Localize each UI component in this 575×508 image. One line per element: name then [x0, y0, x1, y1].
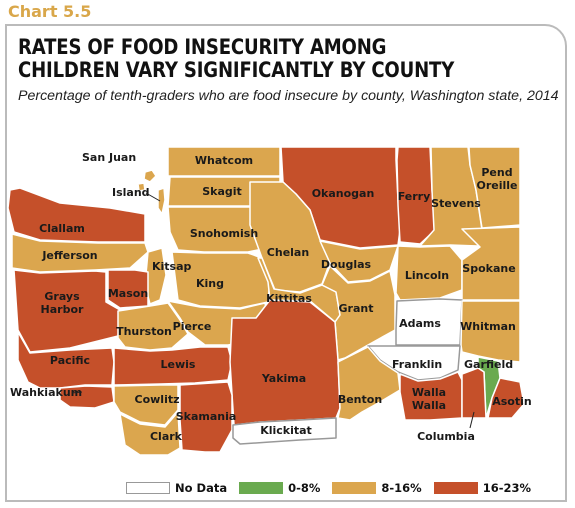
legend-item-mid: 8-16%: [332, 481, 422, 495]
county-pacific: [17, 331, 115, 389]
county-label-adams: Adams: [399, 317, 441, 330]
county-san-juan: [137, 169, 157, 192]
county-label-whitman: Whitman: [460, 320, 516, 333]
county-benton: [337, 346, 401, 421]
county-label-clark: Clark: [150, 430, 183, 443]
county-cowlitz: [113, 384, 179, 426]
county-label-grays-harbor: Grays Harbor: [41, 290, 84, 316]
county-adams: [395, 298, 463, 346]
legend-label-high: 16-23%: [482, 481, 532, 495]
county-label-kitsap: Kitsap: [152, 260, 192, 273]
county-label-franklin: Franklin: [392, 358, 442, 371]
county-clark: [119, 411, 181, 456]
legend-label-low: 0-8%: [288, 481, 321, 495]
county-wahkiakum: [59, 385, 115, 409]
county-label-cowlitz: Cowlitz: [135, 393, 180, 406]
county-label-asotin: Asotin: [492, 395, 531, 408]
county-label-pend-oreille: Pend Oreille: [476, 166, 517, 192]
county-label-whatcom: Whatcom: [195, 154, 253, 167]
county-label-clallam: Clallam: [39, 222, 85, 235]
county-skamania: [179, 381, 233, 453]
county-klickitat: [232, 417, 337, 445]
county-douglas: [319, 240, 399, 283]
legend-item-high: 16-23%: [433, 481, 532, 495]
county-thurston: [117, 302, 189, 351]
county-label-yakima: Yakima: [261, 372, 306, 385]
legend: No Data 0-8% 8-16% 16-23%: [126, 479, 543, 497]
county-label-island: Island: [112, 186, 150, 199]
legend-item-no-data: No Data: [126, 481, 227, 495]
county-label-wahkiakum: Wahkiakum: [10, 386, 82, 399]
county-grant: [321, 265, 396, 361]
county-asotin: [487, 377, 525, 419]
county-jefferson: [11, 233, 149, 273]
county-label-jefferson: Jefferson: [41, 249, 97, 262]
legend-swatch-no-data: [126, 482, 170, 494]
legend-label-no-data: No Data: [175, 481, 228, 495]
county-label-garfield: Garfield: [464, 358, 513, 371]
county-label-spokane: Spokane: [462, 262, 515, 275]
county-label-grant: Grant: [339, 302, 374, 315]
chart-number: Chart 5.5: [8, 2, 92, 21]
county-label-stevens: Stevens: [431, 197, 481, 210]
county-whitman: [460, 300, 521, 363]
county-label-pierce: Pierce: [173, 320, 212, 333]
county-label-chelan: Chelan: [267, 246, 309, 259]
legend-item-low: 0-8%: [239, 481, 320, 495]
figure-title: RATES OF FOOD INSECURITY AMONG CHILDREN …: [18, 35, 455, 83]
county-columbia: [461, 367, 487, 419]
county-label-skamania: Skamania: [176, 410, 237, 423]
county-label-king: King: [196, 277, 224, 290]
county-label-thurston: Thurston: [116, 325, 172, 338]
leader-line-columbia: [469, 411, 475, 429]
county-whatcom: [167, 146, 281, 177]
county-label-columbia: Columbia: [417, 430, 475, 443]
county-yakima: [229, 299, 341, 426]
legend-swatch-low: [239, 482, 284, 494]
county-label-benton: Benton: [338, 393, 382, 406]
leader-line-island: [145, 192, 161, 202]
county-label-kittitas: Kittitas: [266, 292, 312, 305]
county-label-snohomish: Snohomish: [190, 227, 258, 240]
county-label-klickitat: Klickitat: [260, 424, 312, 437]
county-franklin: [367, 345, 461, 381]
leader-line-wahkiakum: [71, 391, 83, 394]
county-label-lincoln: Lincoln: [405, 269, 449, 282]
county-label-okanogan: Okanogan: [312, 187, 375, 200]
county-label-san-juan: San Juan: [82, 151, 136, 164]
legend-swatch-high: [433, 482, 478, 494]
figure-subtitle: Percentage of tenth-graders who are food…: [18, 88, 559, 104]
legend-label-mid: 8-16%: [381, 481, 422, 495]
county-label-skagit: Skagit: [202, 185, 242, 198]
county-chelan: [249, 181, 331, 293]
county-label-walla-walla: Walla Walla: [412, 386, 446, 412]
county-clallam: [7, 187, 146, 243]
county-label-douglas: Douglas: [321, 258, 372, 271]
county-label-lewis: Lewis: [161, 358, 196, 371]
county-label-mason: Mason: [108, 287, 148, 300]
county-label-pacific: Pacific: [50, 354, 90, 367]
legend-swatch-mid: [332, 482, 377, 494]
county-label-ferry: Ferry: [398, 190, 431, 203]
county-island: [157, 187, 166, 215]
